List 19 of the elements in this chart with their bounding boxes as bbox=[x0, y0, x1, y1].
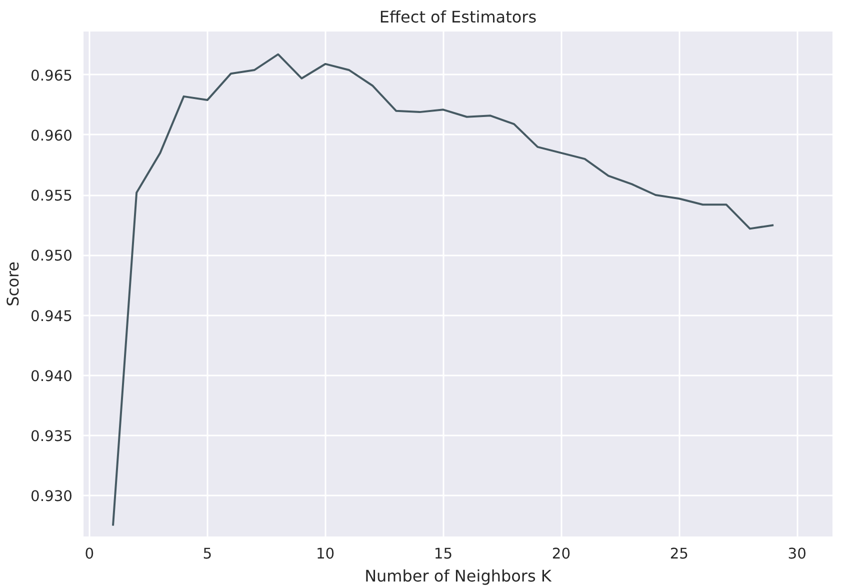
y-tick-label: 0.940 bbox=[30, 368, 73, 385]
y-tick-label: 0.965 bbox=[30, 67, 73, 84]
y-tick-label: 0.945 bbox=[30, 308, 73, 325]
x-tick-label: 25 bbox=[670, 546, 688, 562]
x-tick-label: 5 bbox=[202, 546, 212, 562]
x-tick-label: 10 bbox=[316, 546, 335, 562]
line-series bbox=[112, 53, 775, 527]
y-tick-label: 0.960 bbox=[30, 127, 73, 144]
x-tick-label: 30 bbox=[788, 546, 806, 562]
y-tick-label: 0.935 bbox=[30, 428, 73, 445]
chart-title: Effect of Estimators bbox=[379, 8, 537, 26]
y-tick-label: 0.950 bbox=[30, 248, 73, 265]
x-tick-label: 20 bbox=[552, 546, 571, 562]
x-tick-label: 0 bbox=[84, 546, 94, 562]
y-tick-label: 0.930 bbox=[30, 488, 73, 506]
x-tick-label: 15 bbox=[434, 546, 453, 562]
y-axis-title: Score bbox=[4, 262, 23, 306]
x-axis-title: Number of Neighbors K bbox=[364, 566, 552, 586]
y-tick-label: 0.955 bbox=[30, 188, 73, 205]
